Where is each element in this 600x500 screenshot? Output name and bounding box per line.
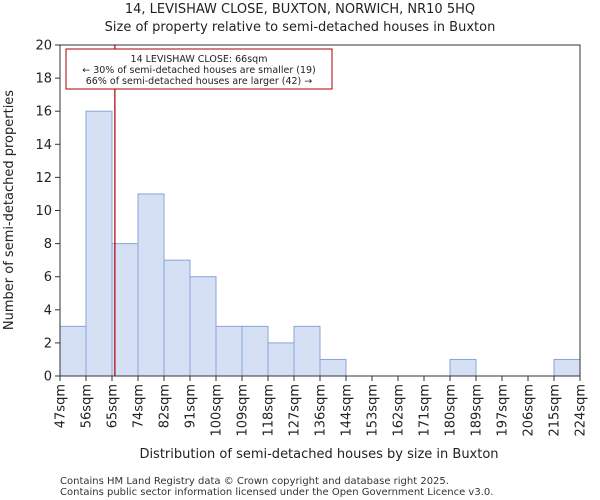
bar-82sqm: [163, 259, 191, 377]
bar-74sqm: [137, 193, 165, 377]
annotation-line-3: 66% of semi-detached houses are larger (…: [86, 76, 313, 87]
annotation-line-2: ← 30% of semi-detached houses are smalle…: [82, 65, 316, 76]
x-tick-label-82sqm: 82sqm: [158, 384, 173, 428]
annotation-box: [65, 48, 333, 90]
y-tick-label-6: 6: [44, 270, 52, 285]
chart-title-line-2: Size of property relative to semi-detach…: [105, 20, 496, 35]
bar-109sqm: [241, 325, 269, 377]
bar-100sqm: [215, 325, 243, 377]
y-tick-label-20: 20: [35, 39, 52, 54]
footer-line-2: Contains public sector information licen…: [60, 487, 493, 498]
bar-215sqm: [553, 358, 581, 377]
y-tick-label-2: 2: [44, 336, 52, 351]
annotation: 14 LEVISHAW CLOSE: 66sqm ← 30% of semi-d…: [65, 48, 333, 90]
x-tick-label-118sqm: 118sqm: [262, 384, 277, 437]
footer-line-1: Contains HM Land Registry data © Crown c…: [60, 476, 449, 487]
x-tick-label-180sqm: 180sqm: [444, 384, 459, 437]
bar-180sqm: [449, 358, 477, 377]
x-tick-label-47sqm: 47sqm: [54, 384, 69, 428]
chart-title-line-1: 14, LEVISHAW CLOSE, BUXTON, NORWICH, NR1…: [125, 2, 475, 17]
x-tick-label-56sqm: 56sqm: [80, 384, 95, 428]
annotation-line-1: 14 LEVISHAW CLOSE: 66sqm: [131, 54, 268, 65]
x-tick-label-91sqm: 91sqm: [184, 384, 199, 428]
x-tick-label-144sqm: 144sqm: [340, 384, 355, 437]
bar-118sqm: [267, 342, 295, 377]
y-tick-label-4: 4: [44, 303, 52, 318]
plot-frame: [59, 44, 581, 377]
y-tick-label-10: 10: [35, 204, 52, 219]
y-tick-label-12: 12: [35, 171, 52, 186]
bar-47sqm: [59, 325, 87, 377]
bar-56sqm: [85, 110, 113, 377]
y-axis-label: Number of semi-detached properties: [2, 90, 17, 330]
y-tick-label-14: 14: [35, 138, 52, 153]
x-tick-label-136sqm: 136sqm: [314, 384, 329, 437]
y-tick-label-16: 16: [35, 105, 52, 120]
x-tick-label-65sqm: 65sqm: [106, 384, 121, 428]
x-tick-label-189sqm: 189sqm: [470, 384, 485, 437]
x-tick-label-224sqm: 224sqm: [574, 384, 589, 437]
x-tick-label-109sqm: 109sqm: [236, 384, 251, 437]
y-tick-label-8: 8: [44, 237, 52, 252]
y-tick-label-18: 18: [35, 72, 52, 87]
x-tick-label-127sqm: 127sqm: [288, 384, 303, 437]
bar-127sqm: [293, 325, 321, 377]
x-tick-label-215sqm: 215sqm: [548, 384, 563, 437]
x-tick-label-206sqm: 206sqm: [522, 384, 537, 437]
x-tick-label-100sqm: 100sqm: [210, 384, 225, 437]
x-tick-label-197sqm: 197sqm: [496, 384, 511, 437]
bar-136sqm: [319, 358, 347, 377]
x-tick-label-171sqm: 171sqm: [418, 384, 433, 437]
bar-65sqm: [111, 243, 139, 377]
y-tick-label-0: 0: [44, 370, 52, 385]
x-axis-label: Distribution of semi-detached houses by …: [139, 447, 498, 462]
x-tick-label-162sqm: 162sqm: [392, 384, 407, 437]
bar-91sqm: [189, 276, 217, 377]
x-tick-label-153sqm: 153sqm: [366, 384, 381, 437]
x-tick-label-74sqm: 74sqm: [132, 384, 147, 428]
